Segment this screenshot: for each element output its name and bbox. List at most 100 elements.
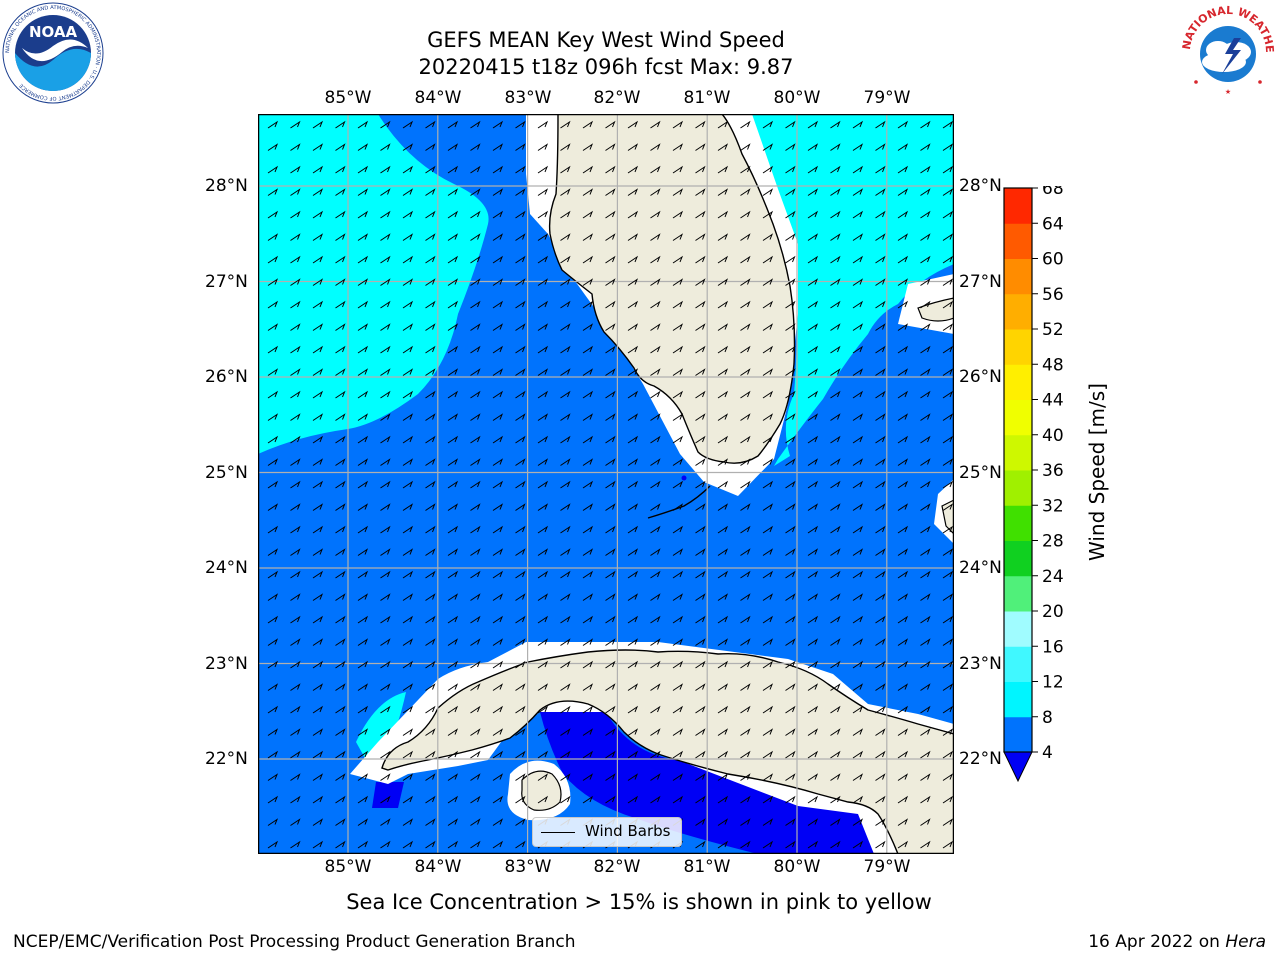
wind-barb <box>650 368 661 376</box>
wind-barb <box>312 840 324 849</box>
wind-barb <box>852 818 864 826</box>
wind-barb <box>290 255 301 264</box>
wind-barb <box>852 570 864 579</box>
wind-barb <box>290 570 301 579</box>
wind-barb <box>740 660 751 669</box>
wind-barb <box>560 750 571 759</box>
wind-barb <box>717 570 729 579</box>
wind-barb <box>290 638 301 646</box>
wind-barb <box>695 233 706 241</box>
wind-barb <box>515 300 526 309</box>
wind-barb <box>537 683 549 691</box>
wind-barb <box>267 728 279 736</box>
wind-barb <box>425 503 436 511</box>
wind-barb <box>492 683 504 691</box>
wind-barb <box>312 278 324 286</box>
wind-barb <box>582 705 594 714</box>
wind-barb <box>942 413 954 421</box>
wind-barb <box>402 593 414 601</box>
wind-barb <box>380 368 391 376</box>
wind-barb <box>740 345 751 354</box>
wind-barb <box>740 773 751 781</box>
wind-barb <box>470 390 481 399</box>
wind-barb <box>875 728 886 736</box>
lat-label-right-27: 27°N <box>959 272 1002 292</box>
wind-barb <box>605 615 616 624</box>
wind-barb <box>807 593 819 601</box>
wind-barb <box>312 705 324 714</box>
wind-barb <box>402 413 414 421</box>
wind-barb <box>605 705 616 714</box>
wind-barb <box>807 525 819 534</box>
wind-barb <box>852 188 864 196</box>
wind-barb <box>582 390 594 399</box>
wind-barb <box>380 840 391 849</box>
wind-barb <box>785 615 796 624</box>
wind-barb <box>875 480 886 489</box>
wind-barb <box>627 435 639 444</box>
wind-barb <box>492 818 504 826</box>
wind-barb <box>357 435 369 444</box>
wind-barb <box>605 188 616 196</box>
wind-barb <box>762 480 774 489</box>
wind-barb <box>515 705 526 714</box>
wind-barb <box>920 840 931 849</box>
wind-barb <box>425 548 436 556</box>
wind-barb <box>672 210 684 219</box>
wind-barb <box>942 390 954 399</box>
wind-barb <box>695 593 706 601</box>
wind-barb <box>672 480 684 489</box>
wind-8-12-cuba-west <box>356 692 406 761</box>
wind-barb <box>605 750 616 759</box>
wind-barb <box>897 233 909 241</box>
wind-barb <box>380 570 391 579</box>
colorbar-tick-label: 32 <box>1042 496 1064 516</box>
wind-barb <box>695 278 706 286</box>
wind-barb <box>605 435 616 444</box>
wind-barb <box>672 593 684 601</box>
wind-barb <box>852 255 864 264</box>
wind-barb <box>762 818 774 826</box>
wind-barb <box>402 233 414 241</box>
wind-barb <box>695 188 706 196</box>
wind-barb <box>312 593 324 601</box>
wind-barb <box>852 300 864 309</box>
wind-barb <box>605 683 616 691</box>
wind-barb <box>785 390 796 399</box>
wind-barb <box>537 390 549 399</box>
wind-barb <box>695 548 706 556</box>
wind-barb <box>762 188 774 196</box>
wind-barb <box>537 435 549 444</box>
colorbar-tick-label: 24 <box>1042 567 1064 587</box>
wind-barbs-swatch <box>541 832 575 833</box>
wind-barb <box>762 210 774 219</box>
wind-barb <box>852 143 864 151</box>
lon-label-bottom-80: 80°W <box>773 857 821 877</box>
wind-barb <box>897 188 909 196</box>
wind-barb <box>267 683 279 691</box>
wind-barb <box>942 165 954 174</box>
wind-barb <box>515 638 526 646</box>
wind-barb <box>897 660 909 669</box>
wind-barb <box>740 503 751 511</box>
wind-barb <box>875 593 886 601</box>
wind-barb <box>357 750 369 759</box>
wind-barb <box>582 795 594 804</box>
wind-barb <box>312 233 324 241</box>
wind-barb <box>470 165 481 174</box>
colorbar-tick-label: 16 <box>1042 637 1064 657</box>
wind-barb <box>807 638 819 646</box>
wind-barb <box>897 503 909 511</box>
wind-barb <box>537 660 549 669</box>
wind-barb <box>267 390 279 399</box>
wind-barb <box>470 548 481 556</box>
wind-barb <box>402 615 414 624</box>
wind-barb <box>897 840 909 849</box>
wind-barb <box>470 210 481 219</box>
wind-barb <box>492 233 504 241</box>
wind-barb <box>560 683 571 691</box>
wind-barb <box>470 570 481 579</box>
wind-barb <box>537 413 549 421</box>
wind-barb <box>425 165 436 174</box>
wind-barb <box>335 300 346 309</box>
